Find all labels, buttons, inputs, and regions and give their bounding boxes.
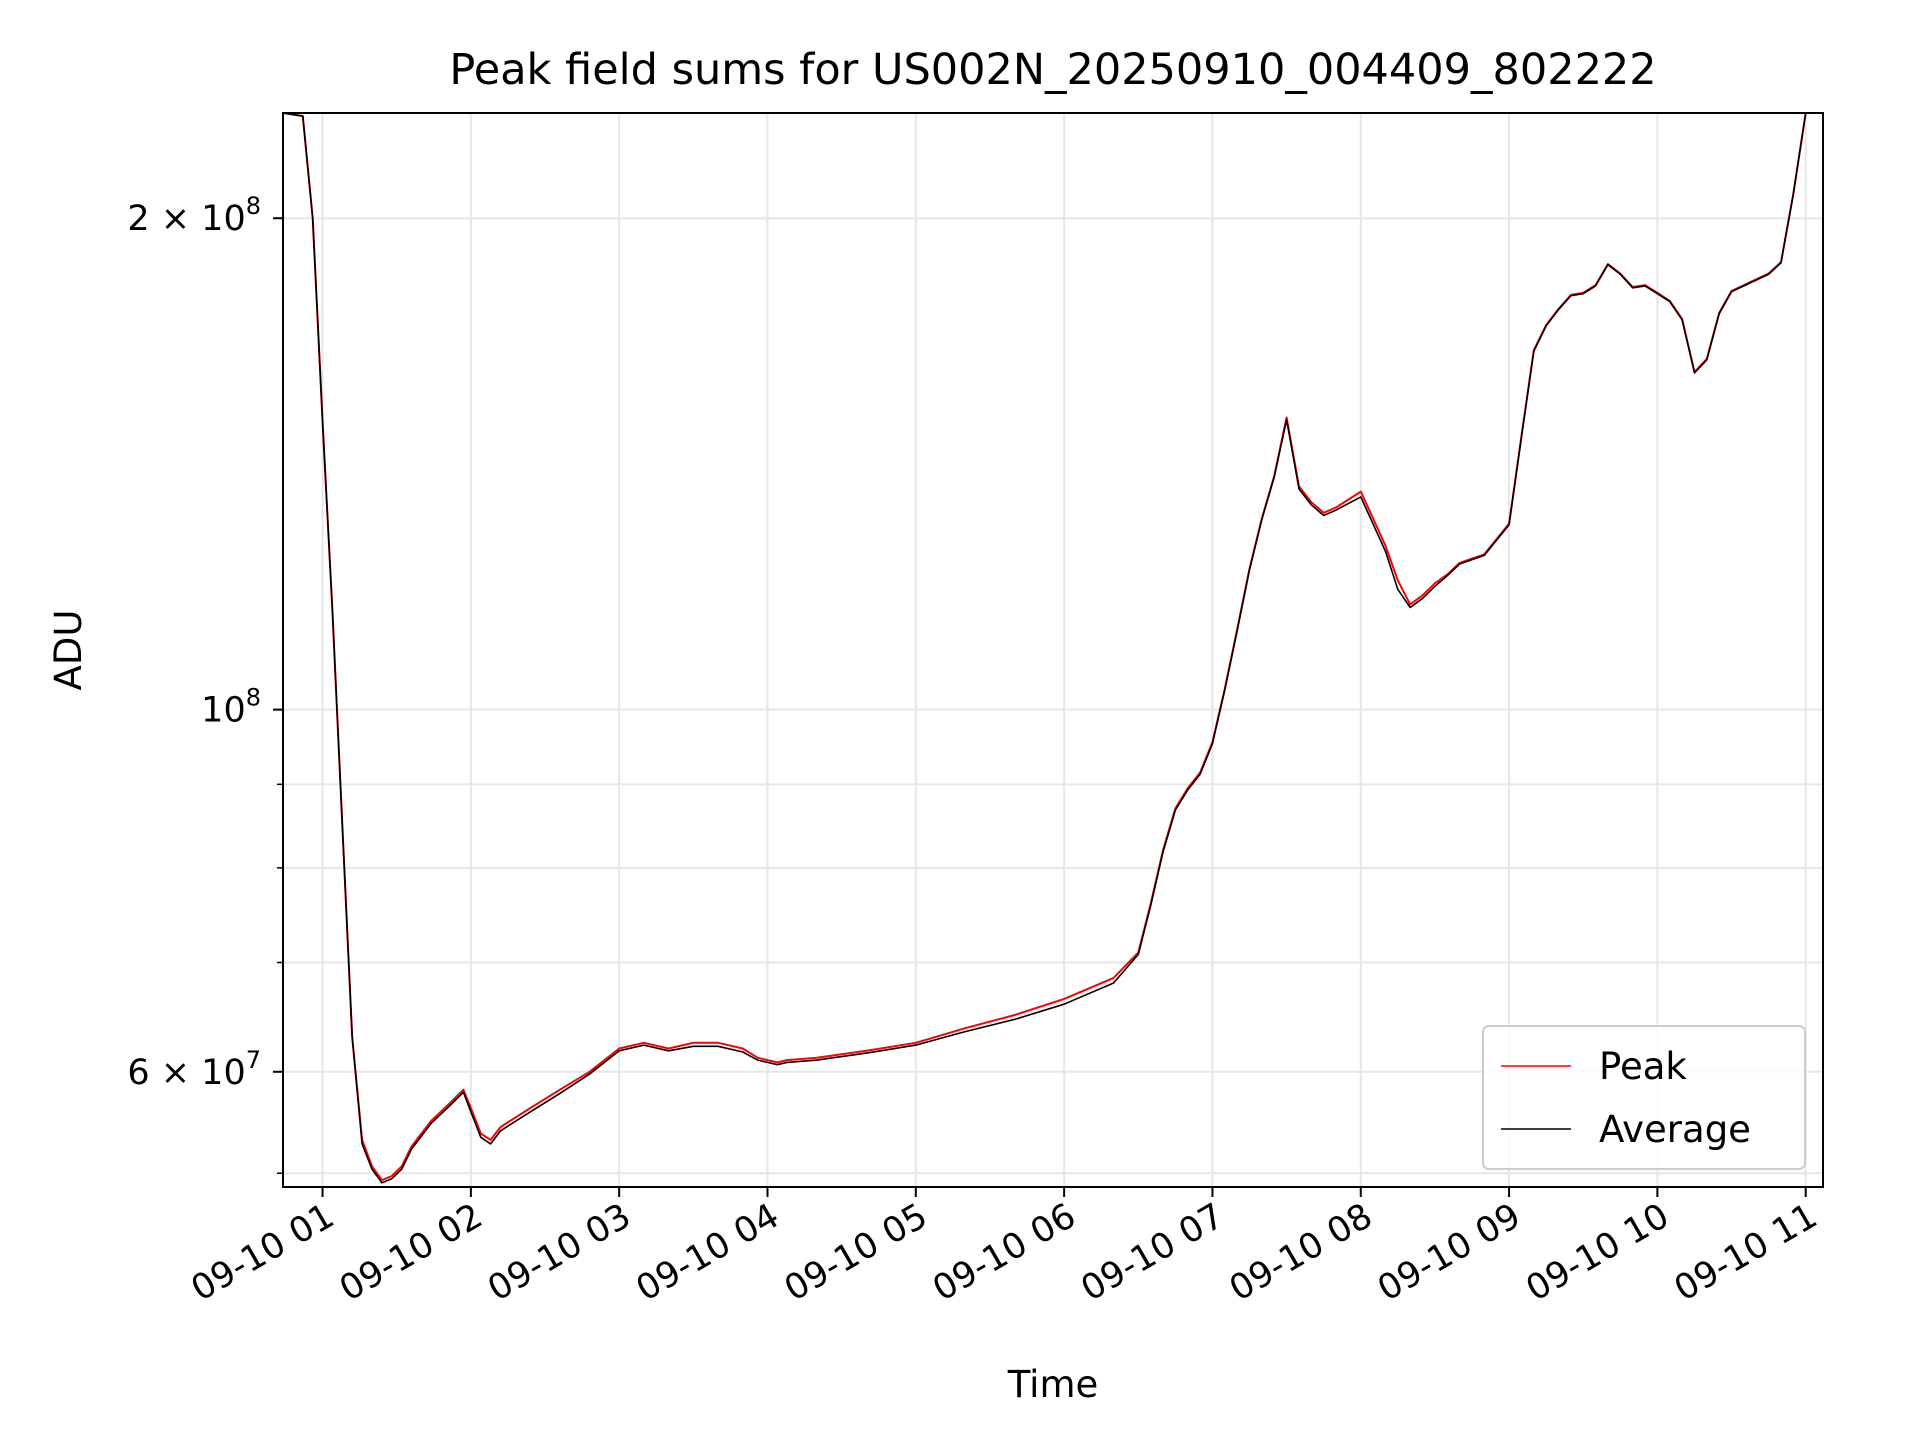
- chart-title: Peak field sums for US002N_20250910_0044…: [449, 45, 1656, 95]
- series-layer: [283, 113, 1807, 1184]
- legend-label-average: Average: [1599, 1108, 1751, 1151]
- series-line-average: [283, 113, 1807, 1184]
- grid: [283, 113, 1823, 1187]
- y-tick-label: 108: [201, 684, 261, 731]
- legend: Peak Average: [1482, 1025, 1806, 1170]
- legend-box: [1482, 1025, 1806, 1170]
- x-axis-label: Time: [1007, 1363, 1099, 1406]
- y-tick-label: 2 × 108: [127, 192, 261, 239]
- y-axis-ticks: 6 × 107 108 2 × 108: [127, 192, 283, 1174]
- y-tick-label: 6 × 107: [127, 1046, 261, 1093]
- legend-label-peak: Peak: [1599, 1045, 1687, 1088]
- plot-frame: [282, 112, 1824, 1188]
- y-axis-label: ADU: [47, 610, 90, 691]
